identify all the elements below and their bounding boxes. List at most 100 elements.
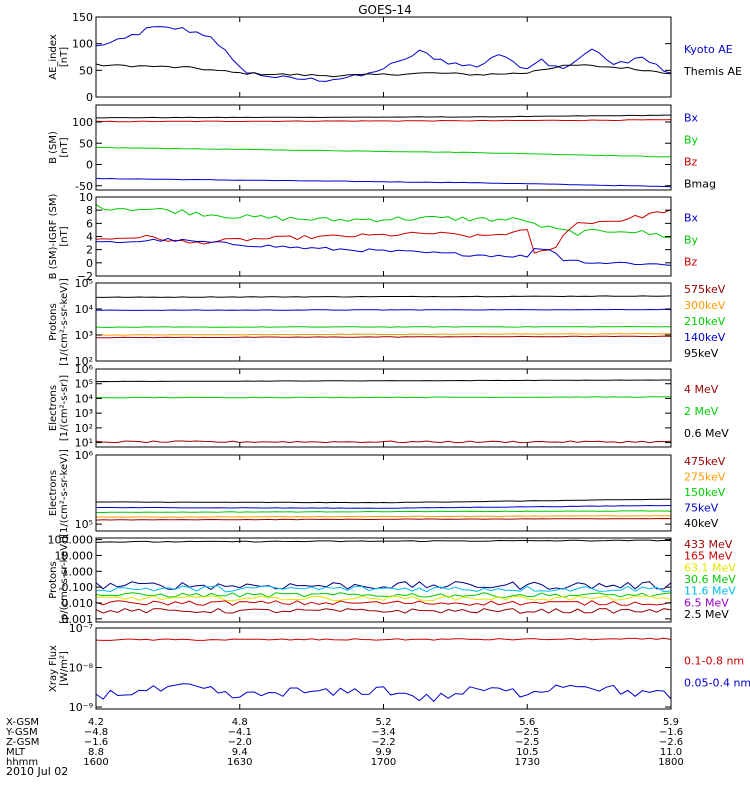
y-tick-label-protons_mev-4: 10.000	[55, 549, 94, 562]
x-axis-value-3-2: 9.9	[376, 747, 392, 758]
y-tick-label-bsm-3: 100	[72, 116, 93, 129]
series-line-protons_mev-5	[95, 600, 672, 606]
y-axis-label-ae: [nT]	[59, 47, 70, 67]
x-axis-value-2-2: −2.2	[371, 737, 395, 748]
legend-entry-electrons_kev-4: 40keV	[684, 517, 719, 530]
panel-bsm: -50 0 50 100 B (SM) [nT] Bx By Bz Bmag	[48, 104, 716, 193]
series-line-electrons_kev-1	[96, 504, 672, 509]
legend-entry-protons_mev-4: 11.6 MeV	[684, 585, 736, 598]
x-axis-row-label-3: MLT	[6, 747, 26, 758]
legend-entry-bsm-3: Bmag	[684, 178, 716, 191]
y-tick-label-bdiff-1: 0	[86, 257, 93, 270]
x-axis-row-label-2: Z-GSM	[6, 737, 39, 748]
legend-entry-bdiff-1: By	[684, 234, 699, 247]
legend-entry-protons_low-2: 210keV	[684, 315, 726, 328]
legend-entry-electrons_kev-2: 150keV	[684, 486, 726, 499]
series-line-protons_low-0	[96, 295, 672, 298]
x-axis-value-2-4: −2.6	[659, 737, 683, 748]
series-line-bdiff-2	[95, 237, 672, 266]
x-axis-value-0-1: 4.8	[232, 717, 248, 728]
panel-frame-ae	[95, 16, 672, 98]
y-tick-label-protons_mev-5: 100.000	[48, 534, 94, 547]
series-line-ae-1	[95, 63, 672, 78]
y-tick-label-electrons_mev-3: 10⁴	[75, 392, 94, 405]
legend-entry-electrons_kev-3: 75keV	[684, 502, 719, 515]
x-axis-row-label-0: X-GSM	[6, 717, 39, 728]
legend-entry-protons_mev-2: 63.1 MeV	[684, 561, 736, 574]
x-axis-value-3-1: 9.4	[232, 747, 248, 758]
y-tick-label-ae-0: 0	[86, 91, 93, 104]
figure-title: GOES-14	[358, 3, 412, 17]
y-axis-label-electrons_kev: Electrons	[48, 470, 59, 516]
series-line-protons_mev-3	[95, 592, 672, 598]
legend-entry-ae-0: Kyoto AE	[684, 43, 733, 56]
legend-entry-electrons_mev-2: 0.6 MeV	[684, 427, 729, 440]
legend-entry-protons_mev-1: 165 MeV	[684, 550, 733, 563]
y-tick-label-xray-2: 10⁻⁷	[69, 622, 93, 635]
x-axis-value-3-0: 8.8	[88, 747, 104, 758]
x-axis-value-0-0: 4.2	[88, 717, 104, 728]
x-axis-value-4-0: 1600	[83, 757, 108, 768]
x-axis-value-2-0: −1.6	[84, 737, 108, 748]
legend-entry-protons_low-0: 575keV	[684, 283, 726, 296]
y-tick-label-electrons_mev-4: 10⁵	[75, 378, 93, 391]
legend-entry-protons_mev-6: 2.5 MeV	[684, 608, 729, 621]
y-axis-label-bsm: [nT]	[59, 137, 70, 157]
legend-entry-bsm-1: By	[684, 134, 699, 147]
series-line-protons_low-4	[95, 335, 672, 339]
series-line-electrons_kev-3	[96, 515, 672, 518]
y-tick-label-bdiff-0: −2	[77, 270, 93, 283]
y-tick-label-protons_mev-3: 1.000	[62, 565, 94, 578]
y-tick-label-electrons_mev-0: 10¹	[75, 437, 93, 450]
legend-entry-protons_low-3: 140keV	[684, 331, 726, 344]
y-tick-label-protons_low-0: 10²	[75, 355, 93, 368]
panel-xray: 10⁻⁹ 10⁻⁸ 10⁻⁷ Xray Flux [W/m²] 0.1-0.8 nm 0.0…	[48, 622, 750, 714]
x-axis-value-4-3: 1730	[515, 757, 540, 768]
y-tick-label-bsm-2: 50	[79, 137, 93, 150]
panel-electrons_kev: 10⁵ 10⁶ Electrons [1/(cm²-s-sr-keV)] 475keV 2…	[48, 449, 726, 537]
x-axis-value-4-2: 1700	[371, 757, 396, 768]
y-axis-label-xray: Xray Flux	[48, 645, 59, 692]
x-axis-value-0-2: 5.2	[376, 717, 392, 728]
y-tick-label-xray-0: 10⁻⁹	[69, 701, 93, 714]
x-axis-value-0-4: 5.9	[663, 717, 679, 728]
x-axis-value-1-1: −4.1	[228, 727, 252, 738]
legend-entry-xray-1: 0.05-0.4 nm	[684, 677, 750, 690]
panel-protons_low: 10² 10³ 10⁴ 10⁵ Protons [1/(cm²-s-sr-keV)] 575…	[48, 277, 726, 368]
panel-protons_mev: 0.001 0.010 0.100 1.000 10.000 100.000 Protons…	[48, 534, 737, 626]
x-axis-table: X-GSM 4.2 4.8 5.2 5.6 5.9Y-GSM −4.8 −4.1 −3.4 −2.…	[5, 717, 684, 768]
panel-ae: 0 50 100 150 AE_index [nT] Kyoto AE Themis AE	[48, 11, 742, 104]
series-line-protons_mev-2	[95, 585, 672, 593]
y-tick-label-electrons_kev-0: 10⁵	[75, 518, 93, 531]
y-tick-label-electrons_mev-5: 10⁶	[75, 363, 94, 376]
panel-frame-protons_low	[95, 282, 672, 362]
y-axis-label-electrons_kev: [1/(cm²-s-sr-keV)]	[59, 449, 70, 537]
y-tick-label-protons_mev-2: 0.100	[62, 581, 94, 594]
y-axis-label-bdiff: [nT]	[59, 226, 70, 246]
legend-entry-electrons_kev-0: 475keV	[684, 455, 726, 468]
date-label: 2010 Jul 02	[6, 765, 68, 778]
legend-entry-xray-0: 0.1-0.8 nm	[684, 655, 744, 668]
y-tick-label-protons_mev-1: 0.010	[62, 597, 94, 610]
series-line-electrons_kev-2	[96, 510, 672, 513]
series-line-bdiff-0	[95, 204, 672, 239]
series-line-bsm-0	[96, 114, 671, 119]
series-line-protons_mev-6	[95, 608, 672, 614]
x-axis-value-1-0: −4.8	[84, 727, 108, 738]
legend-entry-electrons_kev-1: 275keV	[684, 471, 726, 484]
x-axis-value-3-4: 11.0	[660, 747, 682, 758]
x-axis-value-4-4: 1800	[658, 757, 683, 768]
y-axis-label-electrons_mev: [1/(cm²-s-sr)]	[59, 375, 70, 441]
y-tick-label-ae-1: 50	[79, 64, 93, 77]
y-tick-label-xray-1: 10⁻⁸	[69, 662, 94, 675]
y-tick-label-bsm-1: 0	[86, 159, 93, 172]
legend-entry-protons_mev-3: 30.6 MeV	[684, 573, 736, 586]
series-line-protons_low-1	[95, 308, 672, 311]
y-tick-label-bdiff-6: 10	[79, 191, 93, 204]
legend-entry-protons_low-4: 95keV	[684, 347, 719, 360]
series-line-electrons_mev-0	[95, 379, 671, 383]
series-line-protons_mev-4	[95, 595, 672, 602]
x-axis-value-2-1: −2.0	[228, 737, 252, 748]
y-axis-label-bsm: B (SM)	[48, 131, 59, 164]
